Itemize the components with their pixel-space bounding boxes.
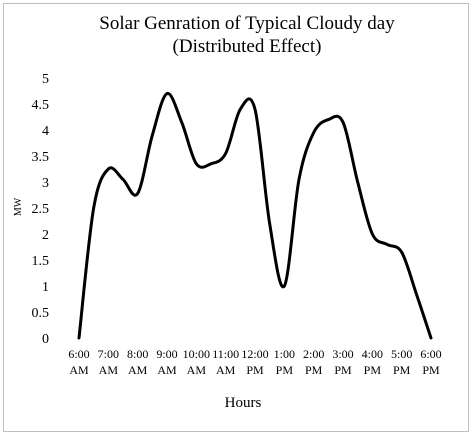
x-tick-label-time: 4:00 <box>362 347 383 361</box>
x-axis: 6:00 AM 7:00 AM 8:00 AM 9:00 AM 10:00 AM 11:00 AM 12… <box>68 347 441 377</box>
y-tick-label: 2 <box>42 228 49 243</box>
y-axis: 0 0.5 1 1.5 2 2.5 3 3.5 4 4.5 5 <box>32 72 50 347</box>
x-tick-label-time: 12:00 <box>241 347 268 361</box>
x-tick-label-time: 6:00 <box>68 347 89 361</box>
x-tick-label-time: 7:00 <box>98 347 119 361</box>
x-tick-label-period: AM <box>157 363 177 377</box>
x-tick-label-time: 2:00 <box>303 347 324 361</box>
y-tick-label: 1.5 <box>32 254 50 269</box>
y-tick-label: 5 <box>42 72 49 87</box>
x-tick-label-period: PM <box>246 363 264 377</box>
x-tick-label-time: 3:00 <box>332 347 353 361</box>
x-tick-label-time: 6:00 <box>420 347 441 361</box>
plot-area <box>77 92 433 340</box>
y-tick-label: 4.5 <box>32 98 50 113</box>
chart-subtitle: (Distributed Effect) <box>173 36 322 57</box>
x-tick-label-period: AM <box>216 363 236 377</box>
x-tick-label-period: AM <box>187 363 207 377</box>
x-tick-label-period: PM <box>364 363 382 377</box>
x-tick-label-time: 1:00 <box>274 347 295 361</box>
x-tick-label-time: 9:00 <box>156 347 177 361</box>
x-tick-label-period: AM <box>128 363 148 377</box>
x-tick-label-period: AM <box>99 363 119 377</box>
x-tick-label-time: 8:00 <box>127 347 148 361</box>
x-tick-label-time: 5:00 <box>391 347 412 361</box>
y-tick-label: 0.5 <box>32 306 50 321</box>
x-tick-label-period: PM <box>334 363 352 377</box>
chart-frame <box>3 3 469 432</box>
y-tick-label: 3 <box>42 176 49 191</box>
y-axis-label: MW <box>13 197 24 216</box>
y-tick-label: 1 <box>42 280 49 295</box>
x-tick-label-time: 11:00 <box>212 347 239 361</box>
x-axis-label: Hours <box>225 395 262 411</box>
y-tick-label: 3.5 <box>32 150 50 165</box>
x-tick-label-period: PM <box>276 363 294 377</box>
series-line <box>77 92 433 340</box>
chart-title: Solar Genration of Typical Cloudy day <box>99 13 395 34</box>
y-tick-label: 4 <box>42 124 49 139</box>
x-tick-label-period: PM <box>422 363 440 377</box>
x-tick-label-time: 10:00 <box>183 347 210 361</box>
x-tick-label-period: PM <box>393 363 411 377</box>
y-tick-label: 0 <box>42 332 49 347</box>
x-tick-label-period: PM <box>305 363 323 377</box>
x-tick-label-period: AM <box>69 363 89 377</box>
y-tick-label: 2.5 <box>32 202 50 217</box>
